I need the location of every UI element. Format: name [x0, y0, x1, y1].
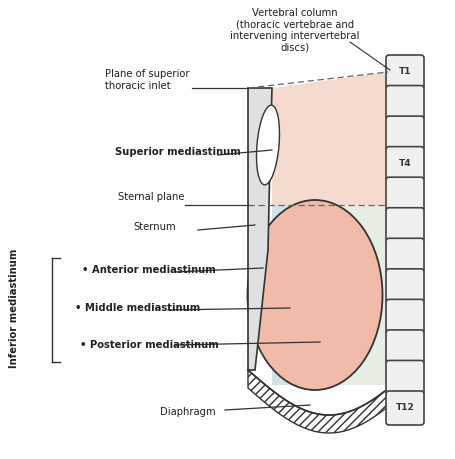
Text: • Middle mediastinum: • Middle mediastinum [75, 303, 200, 313]
Text: T12: T12 [395, 403, 414, 413]
FancyBboxPatch shape [385, 299, 423, 333]
FancyBboxPatch shape [385, 238, 423, 272]
Polygon shape [271, 72, 387, 205]
Ellipse shape [256, 105, 279, 185]
FancyBboxPatch shape [385, 85, 423, 119]
Ellipse shape [247, 200, 382, 390]
Polygon shape [271, 205, 387, 385]
FancyBboxPatch shape [385, 360, 423, 394]
Polygon shape [271, 205, 291, 385]
FancyBboxPatch shape [385, 269, 423, 303]
Text: Vertebral column
(thoracic vertebrae and
intervening intervertebral
discs): Vertebral column (thoracic vertebrae and… [230, 8, 359, 53]
Text: T4: T4 [398, 159, 410, 168]
Text: • Anterior mediastinum: • Anterior mediastinum [82, 265, 215, 275]
Text: Plane of superior
thoracic inlet: Plane of superior thoracic inlet [105, 69, 189, 91]
FancyBboxPatch shape [385, 208, 423, 242]
Polygon shape [248, 88, 271, 370]
FancyBboxPatch shape [385, 177, 423, 211]
Text: Diaphragm: Diaphragm [160, 407, 215, 417]
FancyBboxPatch shape [385, 391, 423, 425]
FancyBboxPatch shape [385, 146, 423, 181]
FancyBboxPatch shape [385, 116, 423, 150]
Text: T1: T1 [398, 67, 410, 77]
Text: Inferior mediastinum: Inferior mediastinum [9, 248, 19, 368]
Text: Sternum: Sternum [133, 222, 175, 232]
Text: Superior mediastinum: Superior mediastinum [115, 147, 240, 157]
FancyBboxPatch shape [385, 330, 423, 364]
Text: Sternal plane: Sternal plane [118, 192, 184, 202]
FancyBboxPatch shape [385, 55, 423, 89]
Text: • Posterior mediastinum: • Posterior mediastinum [80, 340, 218, 350]
Polygon shape [248, 370, 409, 433]
